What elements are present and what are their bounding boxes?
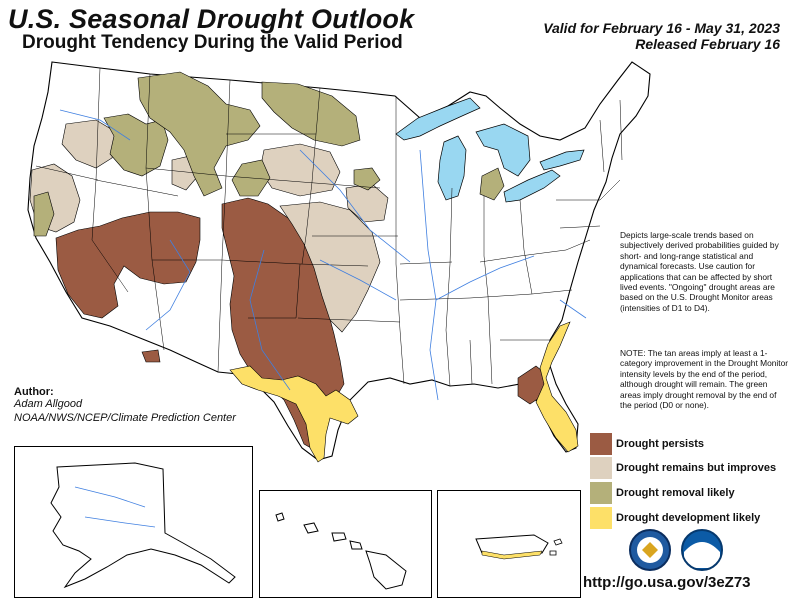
rivers	[59, 109, 587, 401]
legend-label-improves: Drought remains but improves	[616, 462, 777, 474]
outlook-description: Depicts large-scale trends based on subj…	[620, 230, 779, 313]
noaa-logo-icon	[681, 529, 723, 571]
hawaii-inset	[259, 490, 432, 598]
legend-swatch-development	[590, 507, 612, 529]
author-name: Adam Allgood	[14, 398, 83, 410]
legend-swatch-improves	[590, 457, 612, 479]
puerto-rico-inset	[437, 490, 581, 598]
legend-swatch-removal	[590, 482, 612, 504]
hawaii-map	[275, 512, 407, 590]
outlook-url[interactable]: http://go.usa.gov/3eZ73	[583, 574, 751, 591]
legend-item-development: Drought development likely	[590, 507, 760, 529]
alaska-inset	[14, 446, 253, 598]
outlook-note: NOTE: The tan areas imply at least a 1-c…	[620, 348, 789, 411]
legend-label-removal: Drought removal likely	[616, 487, 735, 499]
legend-item-persists: Drought persists	[590, 433, 704, 455]
legend-swatch-persists	[590, 433, 612, 455]
drought-removal-areas	[33, 71, 505, 237]
map-subtitle: Drought Tendency During the Valid Period	[22, 32, 403, 53]
release-date: Released February 16	[635, 36, 780, 52]
legend-label-persists: Drought persists	[616, 438, 705, 450]
legend-item-improves: Drought remains but improves	[590, 457, 776, 479]
valid-period: Valid for February 16 - May 31, 2023	[543, 20, 780, 36]
doc-seal-icon	[629, 529, 671, 571]
drought-development-areas	[229, 321, 579, 463]
great-lakes	[395, 97, 585, 203]
author-org: NOAA/NWS/NCEP/Climate Prediction Center	[14, 412, 236, 424]
legend-label-development: Drought development likely	[616, 512, 761, 524]
map-title: U.S. Seasonal Drought Outlook	[8, 4, 415, 34]
state-borders	[35, 67, 623, 387]
legend-item-removal: Drought removal likely	[590, 482, 735, 504]
author-label: Author:	[14, 386, 54, 398]
puerto-rico-map	[475, 534, 563, 560]
alaska-map	[50, 462, 236, 589]
